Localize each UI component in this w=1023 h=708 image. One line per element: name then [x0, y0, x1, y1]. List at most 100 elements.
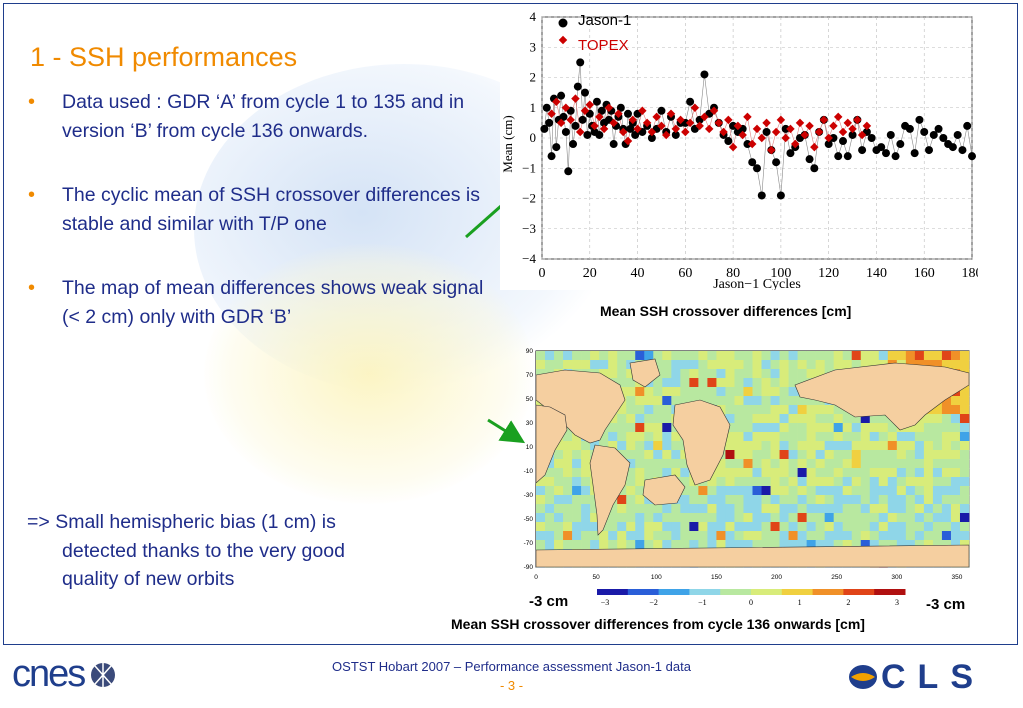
- colorbar-segment: [843, 589, 875, 595]
- map-cell: [617, 423, 627, 433]
- map-cell: [842, 495, 853, 505]
- map-cell: [932, 405, 943, 415]
- map-cell: [851, 351, 862, 361]
- map-cell: [545, 495, 555, 505]
- map-cell: [941, 450, 952, 460]
- map-cell: [878, 450, 889, 460]
- map-cell: [815, 540, 825, 550]
- map-cell: [824, 522, 834, 532]
- y-axis-label: Mean (cm): [500, 115, 515, 172]
- legend-label-jason: Jason-1: [578, 12, 631, 29]
- land-africa: [672, 399, 731, 486]
- map-cell: [626, 513, 636, 523]
- map-cell: [662, 513, 672, 523]
- map-cell: [788, 513, 798, 523]
- map-cell: [554, 468, 564, 478]
- map-cell: [797, 477, 807, 487]
- colorbar-segment: [597, 589, 629, 595]
- map-cell: [761, 459, 771, 469]
- conclusion-line-1: => Small hemispheric bias (1 cm) is: [27, 511, 336, 533]
- map-cell: [752, 432, 762, 442]
- map-cell: [797, 405, 807, 415]
- data-point-jason: [671, 130, 680, 139]
- legend-label-topex: TOPEX: [578, 37, 629, 54]
- map-cell: [752, 486, 762, 496]
- map-cell: [959, 459, 970, 469]
- map-cell: [959, 414, 970, 424]
- map-cell: [725, 405, 735, 415]
- map-cell: [932, 504, 943, 514]
- map-cell: [923, 540, 934, 550]
- mean-ssh-map: 90 70 50 30 10 -10 -30 -50 -70 -90 0 50 100 150 200 25…: [524, 348, 970, 581]
- map-cell: [644, 387, 654, 397]
- map-cell: [671, 540, 681, 550]
- map-cell: [572, 459, 582, 469]
- map-cell: [635, 477, 645, 487]
- map-cell: [725, 441, 735, 451]
- data-point-topex: [695, 121, 704, 131]
- footer-title: OSTST Hobart 2007 – Performance assessme…: [332, 659, 691, 674]
- map-cell: [707, 360, 717, 370]
- map-cell: [671, 441, 681, 451]
- map-cell: [959, 504, 970, 514]
- map-cell: [959, 513, 970, 523]
- map-cell: [905, 540, 916, 550]
- map-cell: [797, 351, 807, 361]
- map-cell: [806, 531, 816, 541]
- map-cell: [689, 513, 699, 523]
- y-tick-label: 4: [530, 9, 537, 24]
- map-cell: [725, 468, 735, 478]
- map-cell: [878, 477, 889, 487]
- map-cell: [743, 414, 753, 424]
- map-cell: [950, 495, 961, 505]
- map-cell: [941, 522, 952, 532]
- map-cell: [689, 369, 699, 379]
- map-cell: [608, 522, 618, 532]
- map-cell: [824, 360, 834, 370]
- map-cell: [779, 387, 789, 397]
- map-cell: [581, 531, 591, 541]
- map-cell: [896, 450, 907, 460]
- map-cell: [734, 450, 744, 460]
- map-cell: [617, 351, 627, 361]
- map-cell: [680, 468, 690, 478]
- colorbar-tick-label: 3: [895, 598, 899, 607]
- map-cell: [932, 351, 943, 361]
- data-point-topex: [733, 121, 743, 131]
- data-point-jason: [882, 149, 890, 158]
- map-cell: [779, 504, 789, 514]
- map-cell: [644, 531, 654, 541]
- map-cell: [752, 477, 762, 487]
- data-point-jason: [540, 124, 549, 133]
- map-cell: [797, 441, 807, 451]
- map-cell: [653, 405, 663, 415]
- map-cell: [761, 441, 771, 451]
- map-cell: [770, 531, 780, 541]
- map-cell: [743, 432, 753, 442]
- map-cell: [752, 387, 762, 397]
- map-cell: [824, 441, 834, 451]
- map-cell: [878, 540, 889, 550]
- map-cell: [572, 522, 582, 532]
- map-cell: [923, 522, 934, 532]
- bullet-text: The map of mean differences shows weak s…: [62, 277, 484, 328]
- map-cell: [581, 477, 591, 487]
- map-cell: [626, 351, 636, 361]
- data-point-jason: [891, 152, 900, 161]
- map-cell: [923, 432, 934, 442]
- map-cell: [770, 468, 780, 478]
- map-cell: [923, 360, 934, 370]
- map-cell: [698, 513, 708, 523]
- map-cell: [779, 369, 789, 379]
- map-cell: [761, 531, 771, 541]
- map-cell: [635, 486, 645, 496]
- data-point-jason: [843, 152, 852, 161]
- land-africa-west: [535, 404, 568, 484]
- slide-title: 1 - SSH performances: [30, 42, 298, 72]
- map-cell: [725, 477, 735, 487]
- map-cell: [617, 531, 627, 541]
- map-cell: [824, 495, 834, 505]
- map-cell: [734, 351, 744, 361]
- data-point-jason: [858, 146, 867, 155]
- map-cell: [545, 522, 555, 532]
